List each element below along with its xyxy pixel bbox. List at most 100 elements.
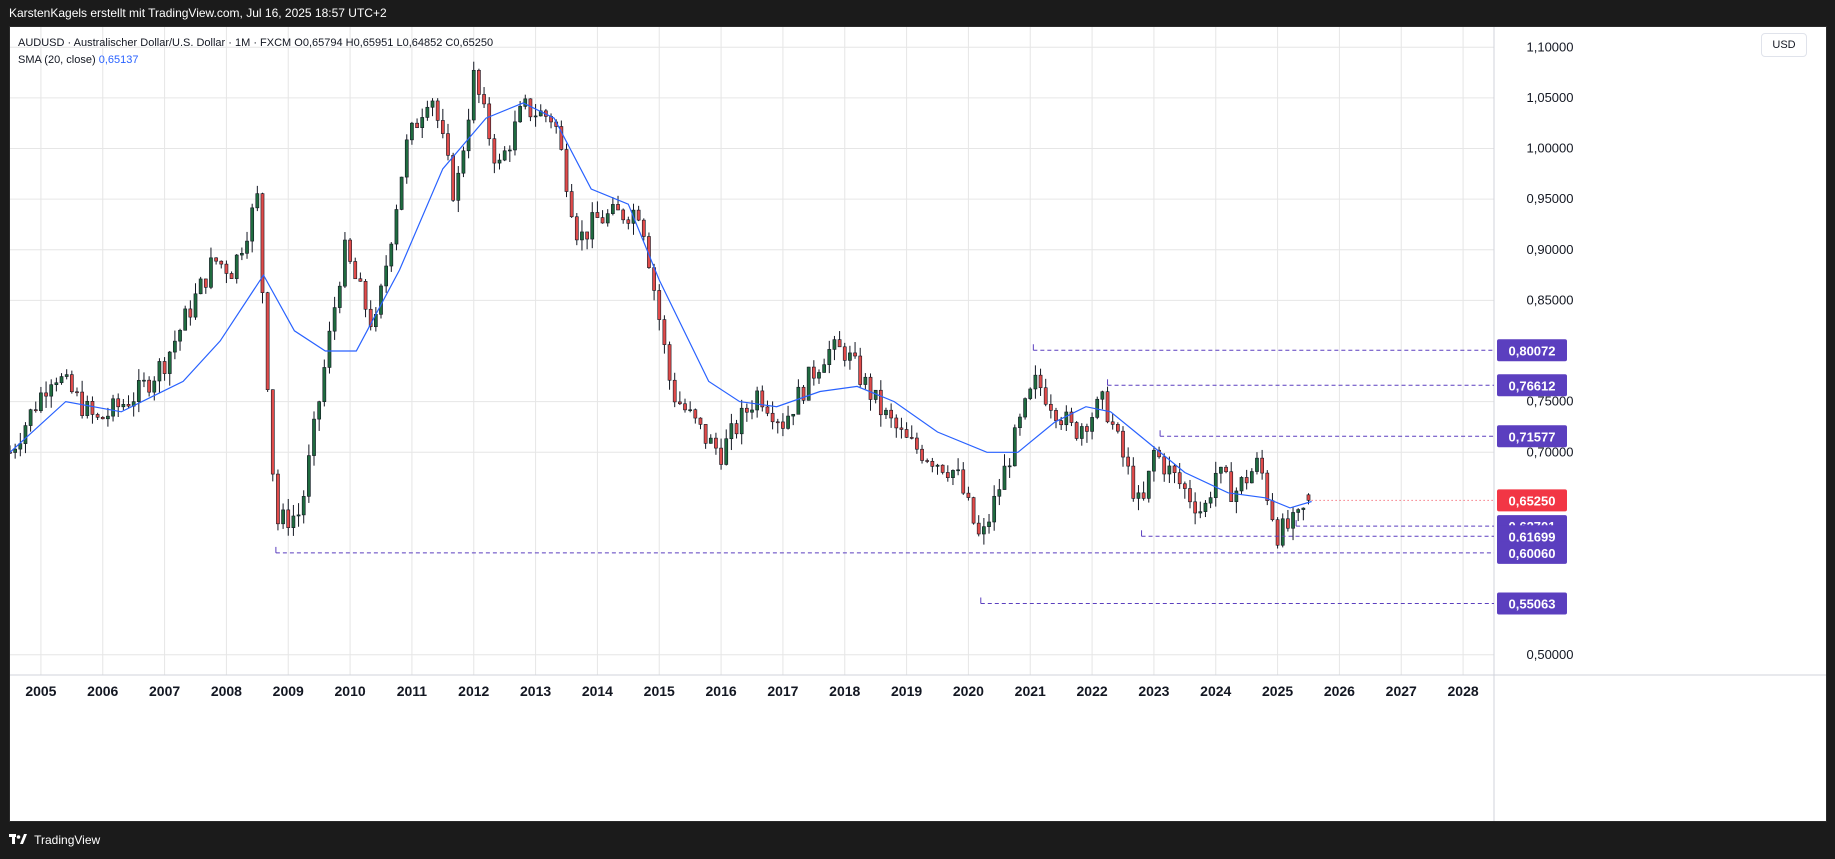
level-price-badge xyxy=(1497,592,1567,615)
candle-body xyxy=(379,285,383,315)
candle-body xyxy=(435,100,440,121)
candle-body xyxy=(775,421,780,424)
candle-body xyxy=(1033,374,1038,390)
candle-body xyxy=(976,522,981,535)
candle-body xyxy=(28,409,33,426)
candle-body xyxy=(595,212,600,218)
time-tick-label: 2017 xyxy=(767,683,798,699)
candle-body xyxy=(136,380,141,402)
candle-body xyxy=(1018,416,1022,429)
candle-body xyxy=(193,293,198,318)
candle-body xyxy=(49,384,54,397)
candle-body xyxy=(353,261,358,280)
time-tick-label: 2025 xyxy=(1262,683,1293,699)
candle-body xyxy=(832,339,837,350)
level-price-label: 0,55063 xyxy=(1509,596,1556,611)
legend-sma-label[interactable]: SMA (20, close) xyxy=(18,54,96,66)
candle-body xyxy=(1249,471,1254,484)
price-tick-label: 0,50000 xyxy=(1527,647,1574,662)
candle-body xyxy=(662,319,667,345)
legend-high: H0,65951 xyxy=(345,37,394,49)
candle-body xyxy=(1146,470,1151,499)
candle-body xyxy=(404,139,409,178)
candle-body xyxy=(786,415,790,429)
candle-body xyxy=(446,133,450,156)
time-tick-label: 2006 xyxy=(87,683,118,699)
time-tick-label: 2011 xyxy=(397,683,428,699)
candle-body xyxy=(59,376,64,384)
time-tick-label: 2022 xyxy=(1077,683,1108,699)
candle-body xyxy=(1275,519,1280,546)
candle-body xyxy=(1121,430,1125,458)
candle-body xyxy=(703,424,708,444)
price-tick-label: 1,00000 xyxy=(1527,141,1574,156)
time-tick-label: 2010 xyxy=(335,683,366,699)
candle-body xyxy=(1280,518,1285,546)
candle-body xyxy=(559,126,564,150)
candle-body xyxy=(1255,457,1259,472)
candle-body xyxy=(698,417,703,425)
candle-body xyxy=(961,469,966,494)
legend-symbol[interactable]: AUDUSD · Australischer Dollar/U.S. Dolla… xyxy=(18,37,292,49)
candle-body xyxy=(85,401,90,416)
candle-body xyxy=(477,69,481,95)
candle-body xyxy=(111,398,115,417)
candle-body xyxy=(147,379,151,393)
candle-body xyxy=(1131,465,1136,499)
price-chart[interactable]: 1,10000 1,05000 1,00000 0,95000 0,90000 0,850… xyxy=(10,27,1826,821)
candle-body xyxy=(188,308,193,318)
candle-body xyxy=(497,159,502,164)
candle-body xyxy=(1296,509,1301,513)
candle-body xyxy=(121,404,126,408)
candle-body xyxy=(167,351,172,374)
candle-body xyxy=(863,376,868,385)
candle-body xyxy=(781,421,785,429)
legend-low: L0,64852 xyxy=(396,37,443,49)
candle-body xyxy=(1141,492,1146,499)
candle-body xyxy=(1007,465,1012,468)
candle-body xyxy=(173,340,177,353)
candle-body xyxy=(209,257,213,288)
candle-body xyxy=(585,231,589,240)
time-tick-label: 2018 xyxy=(829,683,860,699)
candle-body xyxy=(157,361,162,382)
footer-brand: TradingView xyxy=(34,833,101,847)
candle-body xyxy=(240,253,244,256)
chart-frame[interactable]: 1,10000 1,05000 1,00000 0,95000 0,90000 0,850… xyxy=(9,26,1827,822)
candle-body xyxy=(1100,391,1105,400)
candle-body xyxy=(23,425,28,444)
candle-body xyxy=(956,469,960,472)
candle-body xyxy=(1265,472,1270,501)
candle-body xyxy=(1182,483,1187,489)
candle-body xyxy=(1085,426,1089,432)
candle-body xyxy=(992,495,997,523)
candle-body xyxy=(719,447,723,465)
candle-body xyxy=(10,451,12,454)
candle-body xyxy=(915,437,919,450)
candle-body xyxy=(848,352,852,361)
candle-body xyxy=(337,285,342,308)
level-price-badge xyxy=(1497,525,1567,548)
candle-body xyxy=(399,176,404,210)
candle-body xyxy=(507,149,512,152)
legend-sma-value: 0,65137 xyxy=(98,54,139,66)
candle-body xyxy=(678,401,682,405)
candle-body xyxy=(322,367,327,402)
candle-body xyxy=(920,448,924,461)
time-tick-label: 2021 xyxy=(1015,683,1046,699)
candle-body xyxy=(1012,427,1017,467)
currency-badge[interactable]: USD xyxy=(1761,33,1807,57)
candle-body xyxy=(327,330,332,368)
sma-line xyxy=(10,102,1312,509)
candle-body xyxy=(276,473,280,525)
time-tick-label: 2019 xyxy=(891,683,922,699)
candle-body xyxy=(410,122,414,141)
candle-body xyxy=(270,389,275,475)
candle-body xyxy=(348,239,352,262)
price-tick-label: 0,90000 xyxy=(1527,242,1574,257)
candle-body xyxy=(358,278,363,282)
last-price-badge xyxy=(1497,489,1567,512)
candle-body xyxy=(1291,512,1295,529)
candle-body xyxy=(1244,477,1249,484)
candles-group xyxy=(10,61,1311,549)
